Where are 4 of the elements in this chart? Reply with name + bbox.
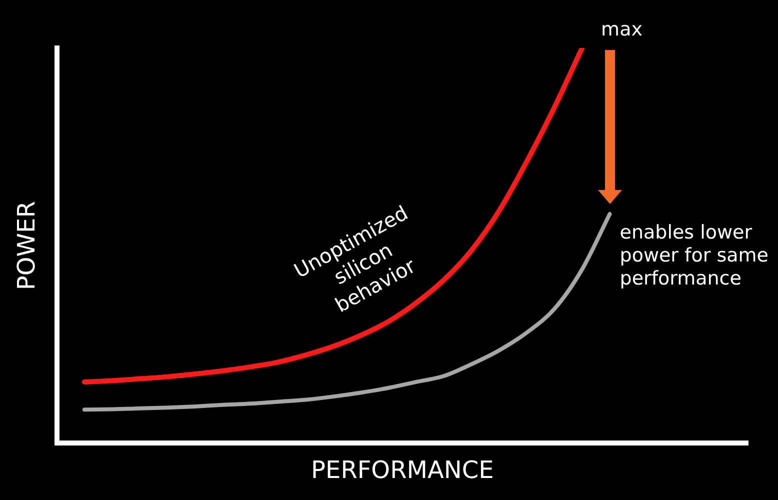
annotation: enables lower power for same performance [620, 221, 768, 290]
text: max [601, 18, 642, 40]
x-axis-title: PERFORMANCE [311, 456, 494, 484]
y-axis-title: POWER [12, 201, 41, 290]
